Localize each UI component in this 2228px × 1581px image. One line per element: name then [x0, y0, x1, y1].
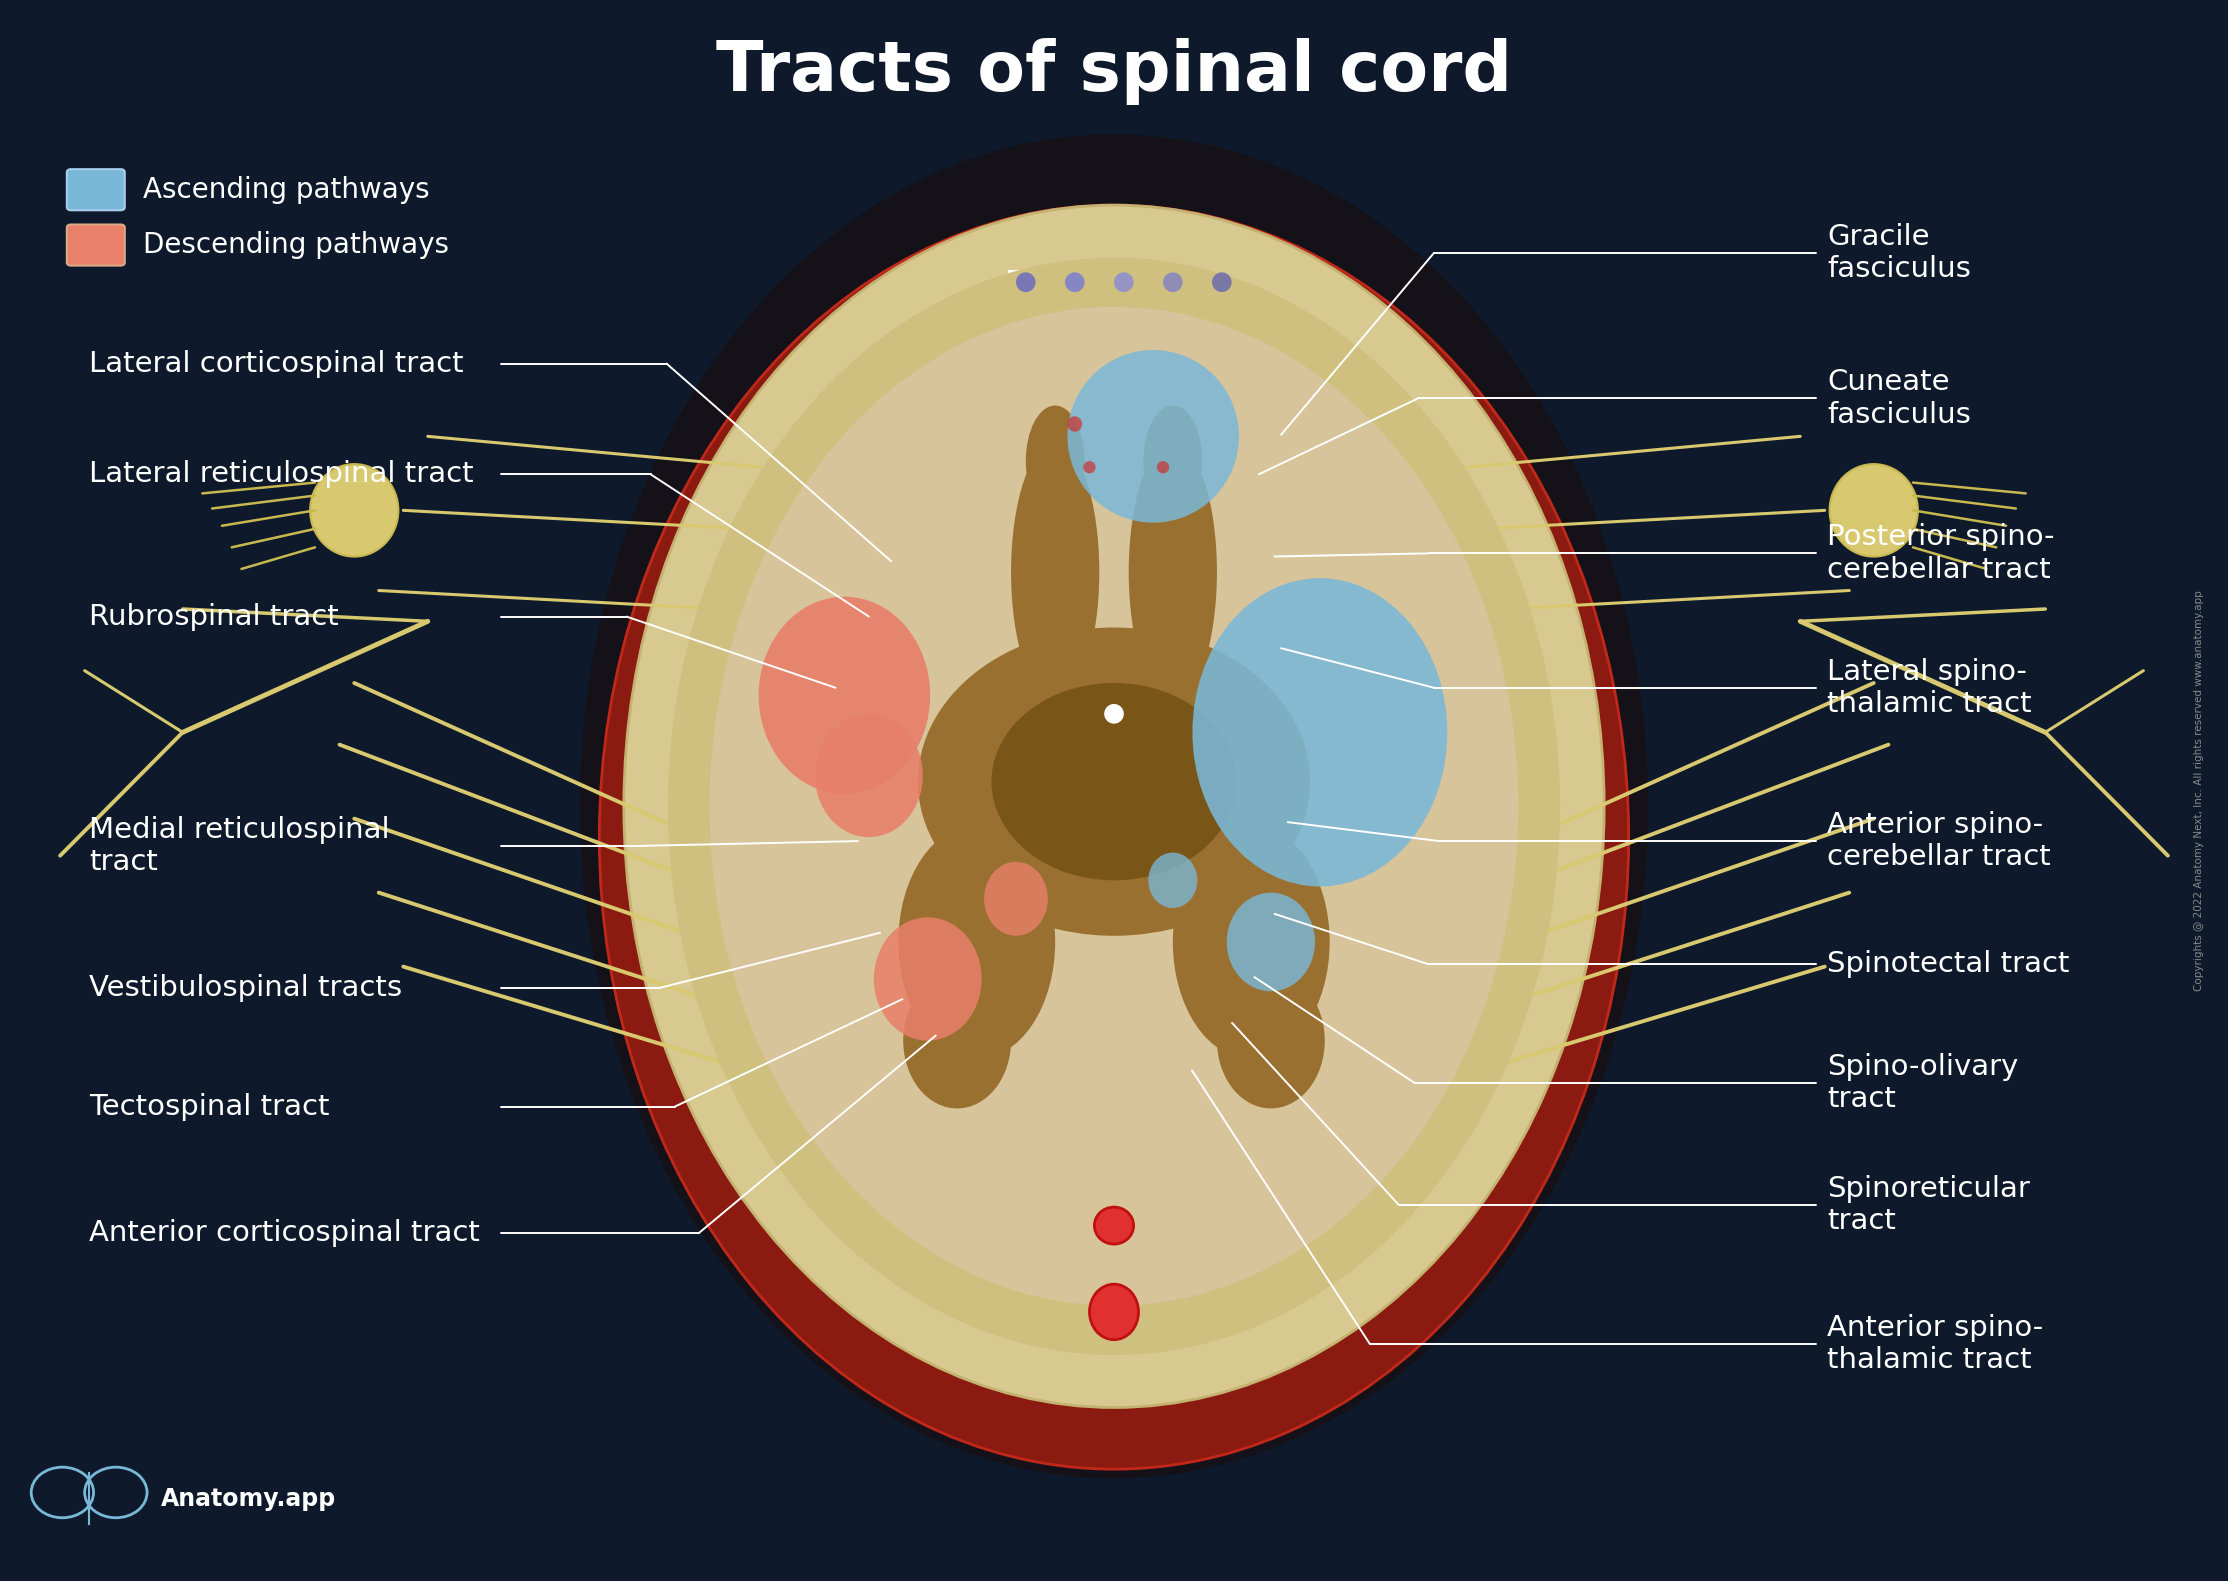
- Ellipse shape: [1089, 1284, 1139, 1339]
- Text: Gracile
fasciculus: Gracile fasciculus: [1827, 223, 1972, 283]
- Ellipse shape: [1083, 462, 1096, 473]
- Ellipse shape: [1147, 852, 1196, 907]
- Text: Anterior corticospinal tract: Anterior corticospinal tract: [89, 1219, 479, 1247]
- Ellipse shape: [1192, 579, 1448, 887]
- Text: Lateral corticospinal tract: Lateral corticospinal tract: [89, 349, 463, 378]
- Text: Anterior spino-
thalamic tract: Anterior spino- thalamic tract: [1827, 1314, 2043, 1374]
- Ellipse shape: [1012, 443, 1098, 702]
- Ellipse shape: [1163, 272, 1183, 292]
- Text: Lateral reticulospinal tract: Lateral reticulospinal tract: [89, 460, 475, 489]
- Ellipse shape: [709, 307, 1519, 1306]
- Text: Tectospinal tract: Tectospinal tract: [89, 1092, 330, 1121]
- Ellipse shape: [902, 972, 1012, 1108]
- Text: Spinotectal tract: Spinotectal tract: [1827, 950, 2070, 979]
- Ellipse shape: [1114, 272, 1134, 292]
- Text: Copyrights @ 2022 Anatomy Next, Inc. All rights reserved www.anatomy.app: Copyrights @ 2022 Anatomy Next, Inc. All…: [2195, 590, 2203, 991]
- Ellipse shape: [310, 465, 399, 557]
- Ellipse shape: [1016, 272, 1036, 292]
- Ellipse shape: [1829, 465, 1918, 557]
- Text: Anterior spino-
cerebellar tract: Anterior spino- cerebellar tract: [1827, 811, 2050, 871]
- Ellipse shape: [1143, 405, 1203, 517]
- Text: Descending pathways: Descending pathways: [143, 231, 448, 259]
- Text: Posterior spino-
cerebellar tract: Posterior spino- cerebellar tract: [1827, 523, 2054, 583]
- Ellipse shape: [1216, 972, 1326, 1108]
- Ellipse shape: [1130, 443, 1216, 702]
- Text: Anatomy.app: Anatomy.app: [160, 1486, 336, 1511]
- Ellipse shape: [579, 134, 1649, 1478]
- Ellipse shape: [991, 683, 1237, 881]
- FancyBboxPatch shape: [67, 225, 125, 266]
- Text: Anterior: Anterior: [1012, 1233, 1141, 1265]
- Ellipse shape: [1094, 1208, 1134, 1244]
- Ellipse shape: [1067, 416, 1083, 432]
- Ellipse shape: [918, 628, 1310, 936]
- Text: Cuneate
fasciculus: Cuneate fasciculus: [1827, 368, 1972, 428]
- Text: Posterior: Posterior: [1005, 269, 1147, 300]
- Ellipse shape: [1172, 825, 1330, 1059]
- Ellipse shape: [668, 258, 1560, 1355]
- Text: Lateral spino-
thalamic tract: Lateral spino- thalamic tract: [1827, 658, 2032, 718]
- Ellipse shape: [898, 825, 1056, 1059]
- Ellipse shape: [599, 206, 1629, 1469]
- Text: Medial reticulospinal
tract: Medial reticulospinal tract: [89, 816, 390, 876]
- Ellipse shape: [1065, 272, 1085, 292]
- Ellipse shape: [1105, 704, 1123, 724]
- Ellipse shape: [985, 862, 1047, 936]
- Ellipse shape: [758, 596, 931, 794]
- Ellipse shape: [624, 206, 1604, 1407]
- Ellipse shape: [815, 715, 922, 838]
- Text: Rubrospinal tract: Rubrospinal tract: [89, 602, 339, 631]
- Ellipse shape: [1212, 272, 1232, 292]
- Ellipse shape: [1156, 462, 1170, 473]
- Text: Spino-olivary
tract: Spino-olivary tract: [1827, 1053, 2019, 1113]
- Text: Spinoreticular
tract: Spinoreticular tract: [1827, 1175, 2030, 1235]
- Ellipse shape: [1025, 405, 1085, 517]
- Text: Tracts of spinal cord: Tracts of spinal cord: [715, 38, 1513, 104]
- FancyBboxPatch shape: [67, 169, 125, 210]
- Ellipse shape: [1228, 893, 1315, 991]
- Ellipse shape: [1067, 349, 1239, 523]
- Text: Ascending pathways: Ascending pathways: [143, 175, 430, 204]
- Ellipse shape: [873, 917, 983, 1040]
- Text: Vestibulospinal tracts: Vestibulospinal tracts: [89, 974, 403, 1002]
